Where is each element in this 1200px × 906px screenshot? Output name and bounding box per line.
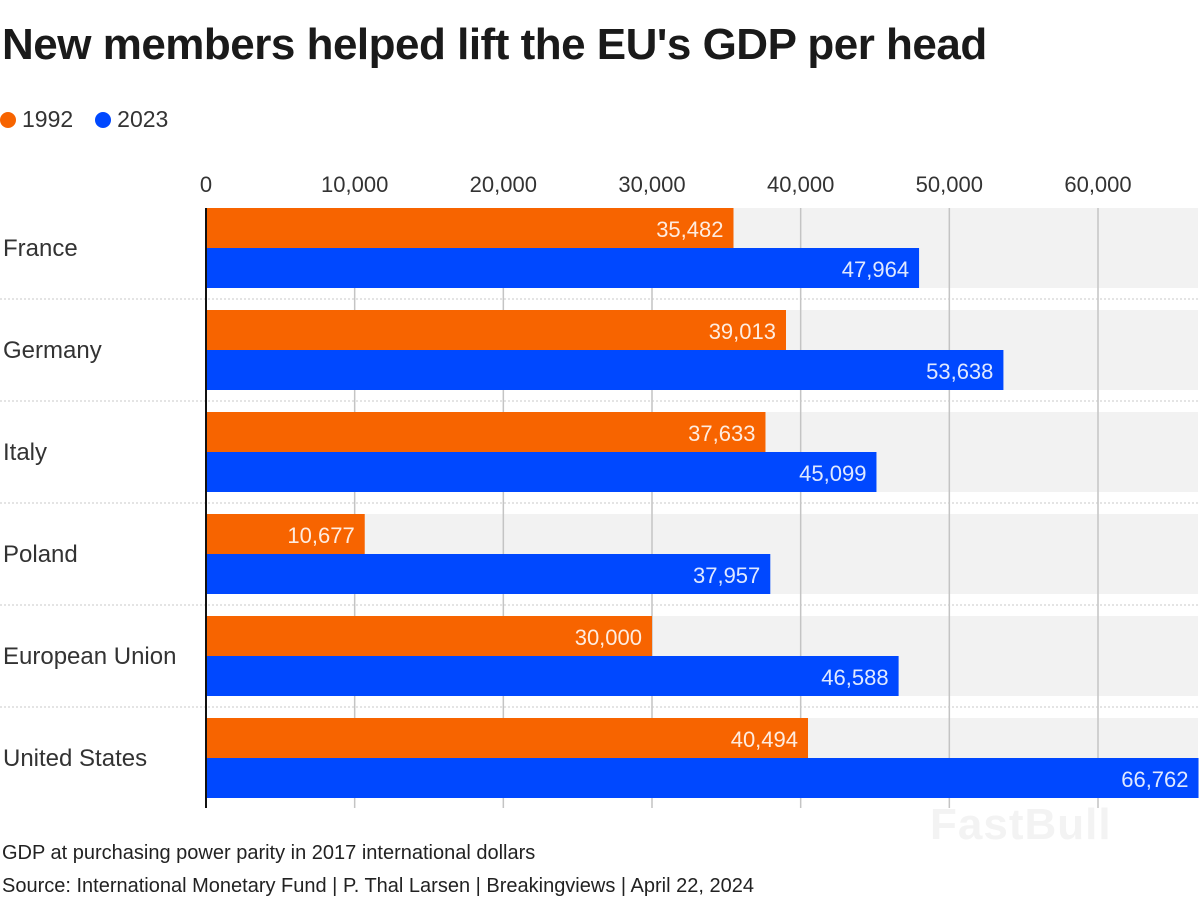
category-label: Italy [3,439,47,466]
category-label: European Union [3,643,176,670]
legend-swatch-2023 [95,111,112,128]
legend: 1992 2023 [0,106,168,133]
chart-title: New members helped lift the EU's GDP per… [2,20,987,69]
bar-2023 [206,758,1199,798]
bar-1992 [206,514,365,554]
legend-item-1992: 1992 [0,106,73,133]
data-label-2023: 45,099 [799,461,866,486]
data-label-1992: 37,633 [688,421,755,446]
bar-1992 [206,718,809,758]
x-tick-label: 40,000 [767,172,834,197]
x-tick-label: 30,000 [618,172,685,197]
legend-swatch-1992 [0,111,16,128]
watermark: FastBull [930,800,1112,849]
data-label-2023: 47,964 [842,257,909,282]
legend-item-2023: 2023 [95,106,168,133]
bar-2023 [206,248,920,288]
bar-1992 [206,412,766,452]
x-tick-label: 50,000 [916,172,983,197]
data-label-2023: 66,762 [1121,767,1188,792]
bar-2023 [206,452,877,492]
data-label-1992: 40,494 [731,727,798,752]
x-tick-label: 20,000 [470,172,537,197]
data-label-1992: 39,013 [709,319,776,344]
category-label: France [3,235,78,262]
legend-label-1992: 1992 [22,106,74,132]
bar-1992 [206,616,652,656]
data-label-1992: 10,677 [287,523,354,548]
x-tick-label: 10,000 [321,172,388,197]
bar-2023 [206,656,899,696]
data-label-2023: 53,638 [926,359,993,384]
footnote: GDP at purchasing power parity in 2017 i… [2,842,536,864]
category-label: United States [3,745,147,772]
data-label-2023: 37,957 [693,563,760,588]
bar-2023 [206,350,1004,390]
bar-1992 [206,208,734,248]
source-line: Source: International Monetary Fund | P.… [2,875,754,897]
data-label-1992: 35,482 [656,217,723,242]
bar-1992 [206,310,786,350]
data-label-2023: 46,588 [821,665,888,690]
category-label: Poland [3,541,78,568]
bar-2023 [206,554,771,594]
x-tick-label: 60,000 [1064,172,1131,197]
legend-label-2023: 2023 [117,106,169,132]
x-tick-label: 0 [200,172,212,197]
category-label: Germany [3,337,102,364]
data-label-1992: 30,000 [575,625,642,650]
